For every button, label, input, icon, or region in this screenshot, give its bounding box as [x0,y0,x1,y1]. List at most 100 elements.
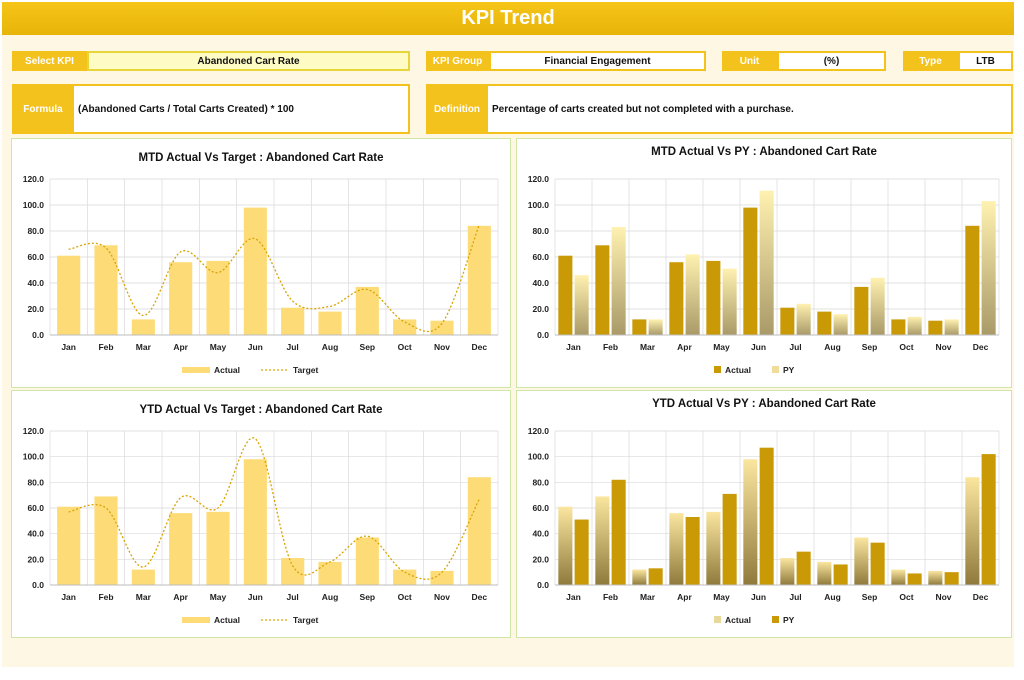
y-tick-label: 0.0 [537,580,549,590]
kpi-group-value: Financial Engagement [489,51,706,71]
legend-label: Actual [214,615,240,625]
y-tick-label: 80.0 [27,477,44,487]
bar-py [796,551,811,585]
bar-actual [206,260,230,335]
x-tick-label: Apr [677,592,692,602]
legend-label: Actual [214,365,240,375]
bar-py [611,479,626,585]
y-tick-label: 60.0 [27,252,44,262]
definition-label: Definition [426,84,488,134]
bar-py [981,201,996,335]
bar-py [574,519,589,585]
select-kpi-label: Select KPI [12,51,87,71]
x-tick-label: Aug [322,342,339,352]
type-value: LTB [958,51,1013,71]
legend-label: PY [783,365,795,375]
select-kpi-dropdown[interactable]: Abandoned Cart Rate [87,51,410,71]
y-tick-label: 100.0 [528,452,550,462]
x-tick-label: May [713,592,730,602]
bar-py [833,314,848,335]
x-tick-label: May [713,342,730,352]
bar-py [907,573,922,585]
x-tick-label: Oct [899,592,913,602]
x-tick-label: Jul [789,342,801,352]
x-tick-label: Feb [603,342,618,352]
bar-py [944,319,959,335]
y-tick-label: 100.0 [23,200,45,210]
x-tick-label: Jul [287,592,299,602]
x-tick-label: Jun [248,592,263,602]
x-tick-label: Jul [287,342,299,352]
bar-actual [467,477,491,585]
x-tick-label: Jun [248,342,263,352]
type-label: Type [903,51,958,71]
legend-swatch [714,366,721,373]
y-tick-label: 40.0 [27,278,44,288]
bar-py [685,516,700,585]
bar-py [574,275,589,335]
bar-py [759,447,774,585]
chart-title: MTD Actual Vs Target : Abandoned Cart Ra… [139,152,384,164]
bar-actual [318,311,342,335]
bar-py [870,277,885,335]
bar-actual [57,255,81,335]
y-tick-label: 0.0 [32,330,44,340]
y-tick-label: 40.0 [532,529,549,539]
legend-label: Actual [725,615,751,625]
x-tick-label: Oct [899,342,913,352]
kpi-group-row: KPI Group Financial Engagement [426,51,706,71]
chart-title: YTD Actual Vs PY : Abandoned Cart Rate [652,398,876,410]
x-tick-label: Dec [973,342,989,352]
unit-label: Unit [722,51,777,71]
bar-py [944,572,959,585]
bar-py [611,227,626,335]
chart-svg: YTD Actual Vs PY : Abandoned Cart Rate 0.… [528,398,1000,625]
bar-actual [206,511,230,585]
y-tick-label: 60.0 [27,503,44,513]
y-tick-label: 60.0 [532,252,549,262]
chart-title: MTD Actual Vs PY : Abandoned Cart Rate [651,146,877,158]
bar-actual [243,207,267,335]
kpi-group-label: KPI Group [426,51,489,71]
formula-box: Formula (Abandoned Carts / Total Carts C… [12,84,410,134]
bar-actual [430,570,454,585]
bar-actual [595,496,610,585]
formula-value: (Abandoned Carts / Total Carts Created) … [74,84,410,134]
y-tick-label: 120.0 [23,174,45,184]
bar-actual [318,561,342,585]
formula-label: Formula [12,84,74,134]
line-target [68,437,480,580]
x-tick-label: Dec [973,592,989,602]
x-tick-label: Sep [360,592,376,602]
x-tick-label: May [210,592,227,602]
x-tick-label: Aug [322,592,339,602]
bar-actual [743,459,758,585]
bar-actual [430,320,454,335]
bar-py [796,303,811,335]
chart-svg: YTD Actual Vs Target : Abandoned Cart Ra… [23,404,499,625]
bar-actual [595,245,610,335]
x-tick-label: Jan [61,342,76,352]
bar-actual [57,506,81,585]
x-tick-label: Feb [603,592,618,602]
ytd-actual-vs-target-chart: YTD Actual Vs Target : Abandoned Cart Ra… [11,390,511,638]
y-tick-label: 0.0 [537,330,549,340]
x-tick-label: Jun [751,592,766,602]
bar-actual [393,569,417,585]
y-tick-label: 120.0 [23,426,45,436]
mtd-actual-vs-target-chart: MTD Actual Vs Target : Abandoned Cart Ra… [11,138,511,388]
legend-swatch [714,616,721,623]
x-tick-label: Nov [935,342,951,352]
x-tick-label: Apr [173,592,188,602]
y-tick-label: 80.0 [532,477,549,487]
type-row: Type LTB [903,51,1013,71]
y-tick-label: 120.0 [528,174,550,184]
y-tick-label: 20.0 [27,304,44,314]
select-kpi-row: Select KPI Abandoned Cart Rate [12,51,410,71]
x-tick-label: Aug [824,342,841,352]
x-tick-label: Oct [398,592,412,602]
bar-actual [928,320,943,335]
bar-actual [965,225,980,335]
bar-actual [281,558,305,585]
definition-box: Definition Percentage of carts created b… [426,84,1013,134]
